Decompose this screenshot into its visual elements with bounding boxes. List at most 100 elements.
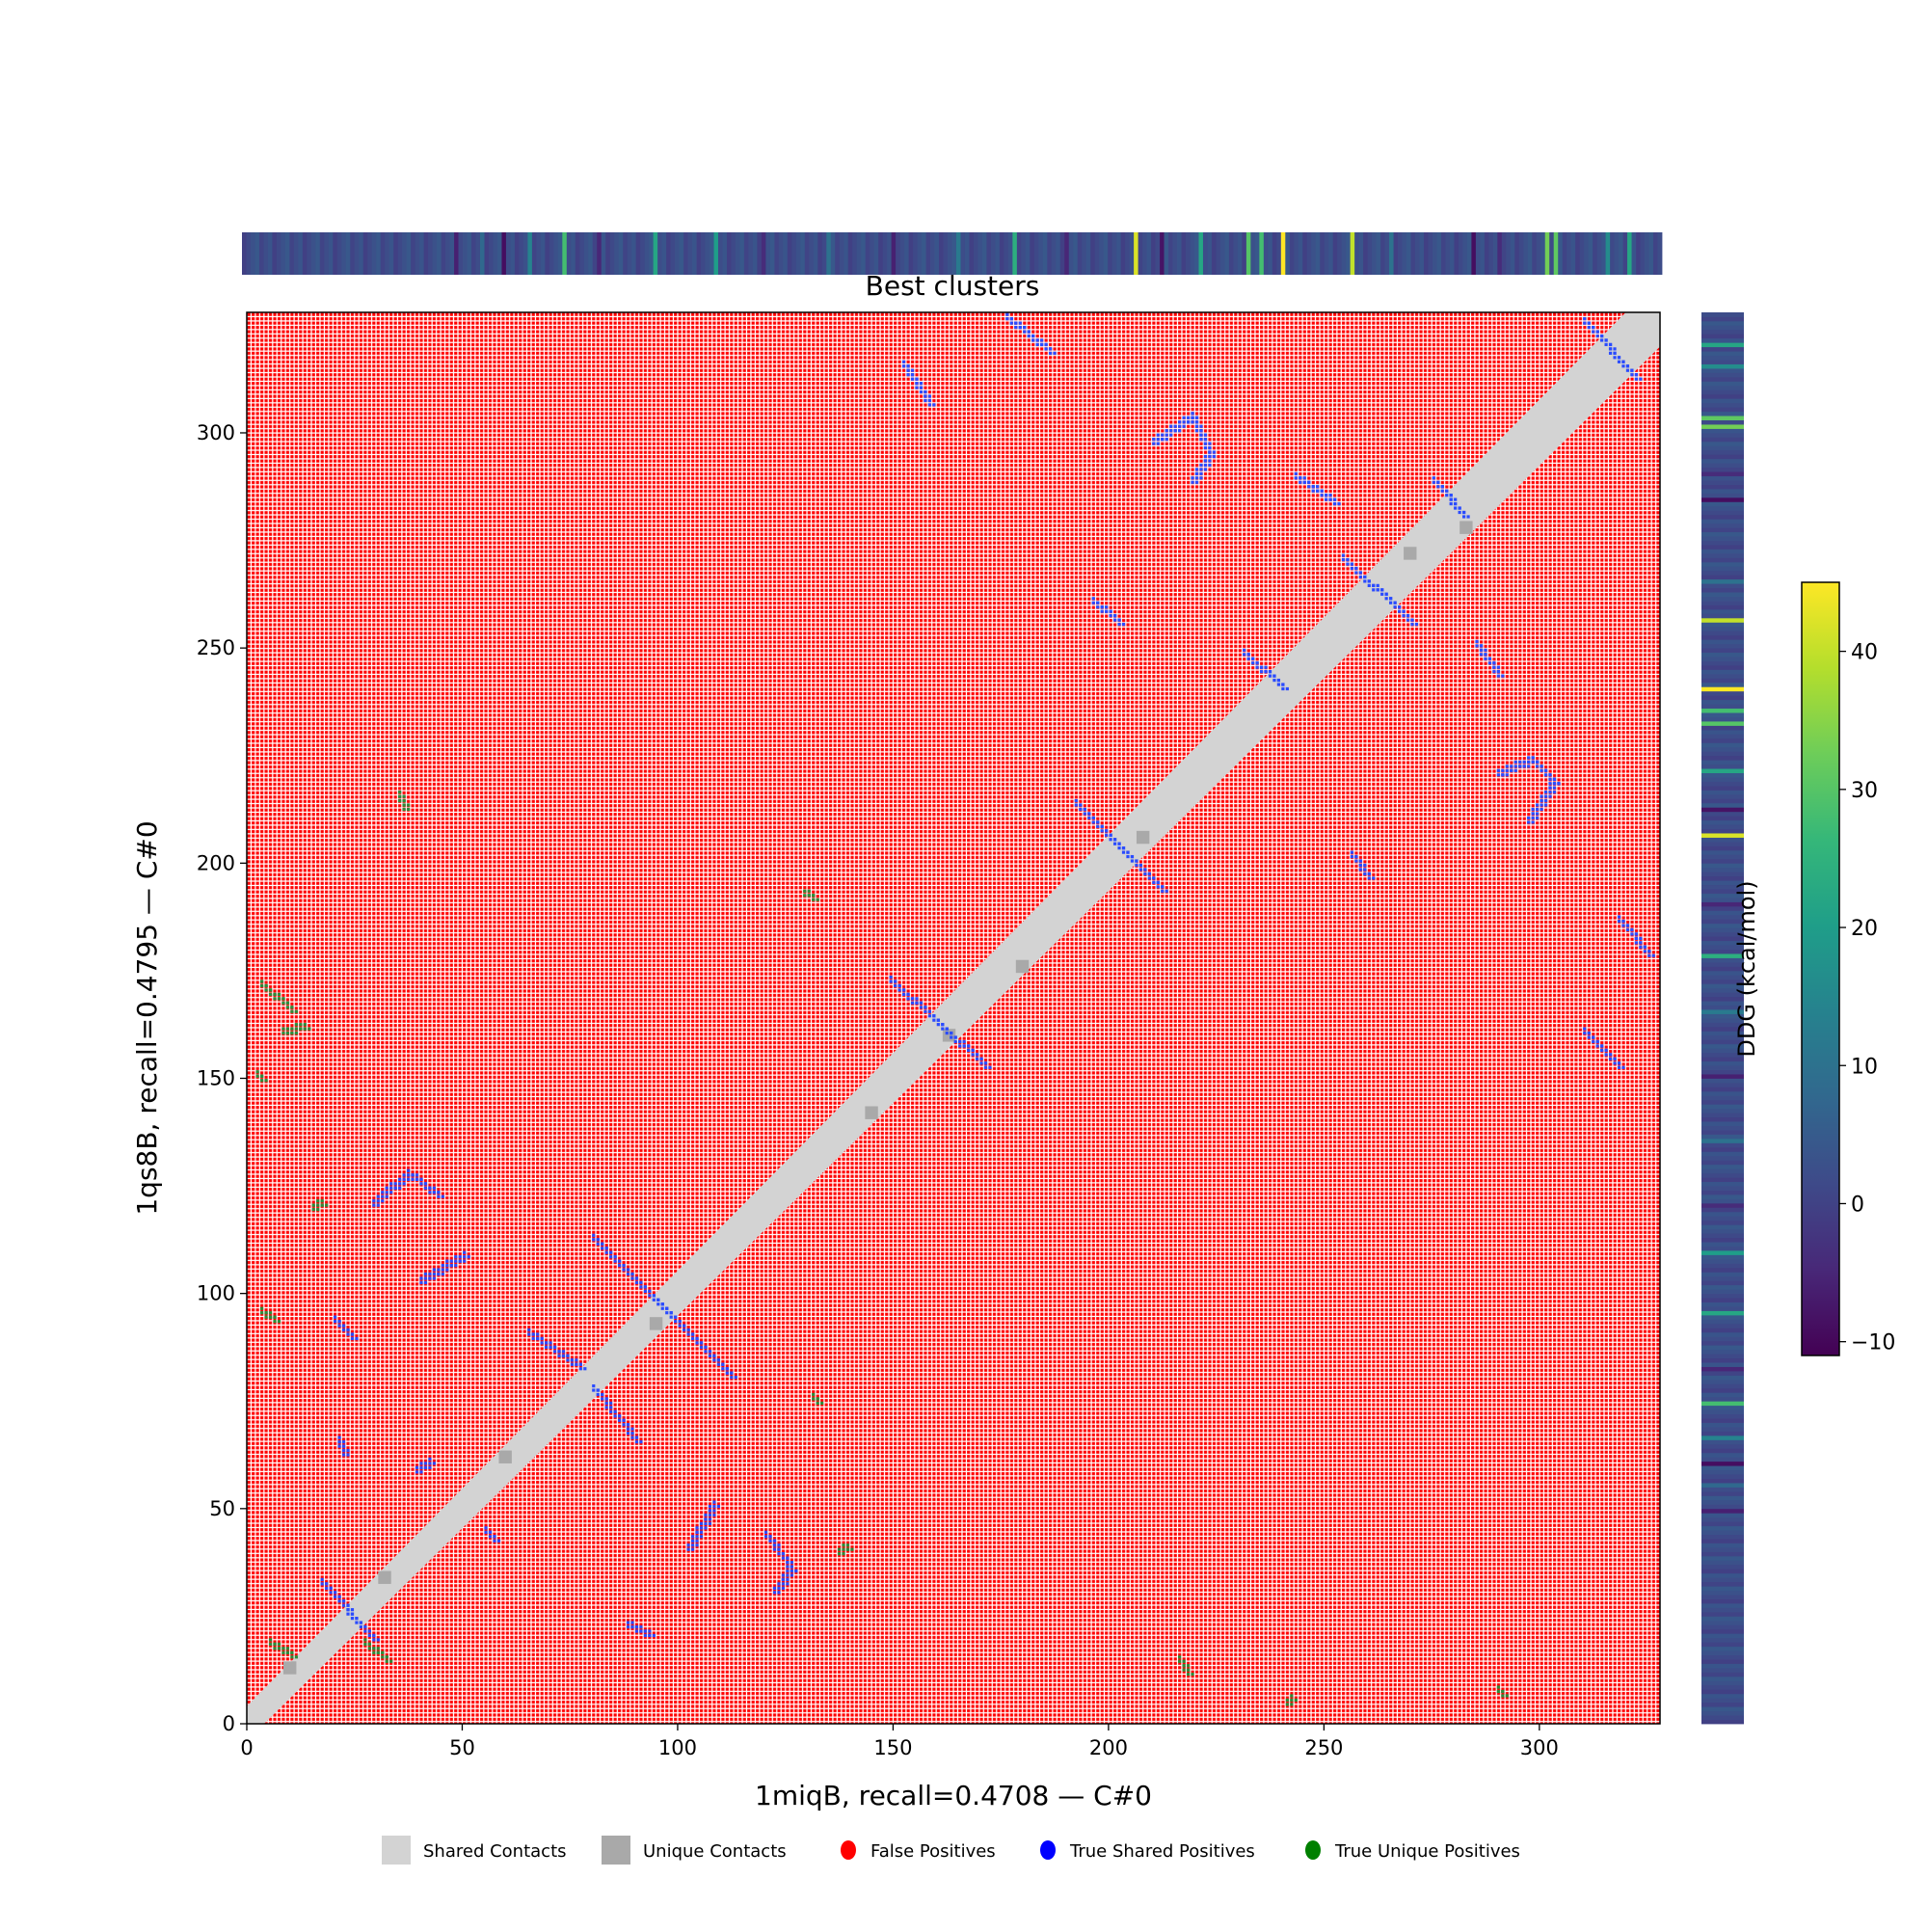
true-shared-positive	[1608, 1057, 1613, 1060]
true-shared-positive	[1372, 583, 1376, 587]
true-shared-positive	[1208, 454, 1212, 459]
true-shared-positive	[901, 360, 906, 363]
true-shared-positive	[1414, 622, 1419, 627]
ddg-right-cell	[1701, 1530, 1744, 1536]
true-shared-positive	[1358, 863, 1362, 868]
ddg-right-cell	[1701, 889, 1744, 894]
ddg-top-cell	[362, 232, 368, 275]
true-shared-positive	[1358, 868, 1362, 872]
true-shared-positive	[1535, 765, 1540, 768]
ddg-top-cell	[549, 232, 554, 275]
true-shared-positive	[1018, 321, 1022, 325]
true-shared-positive	[570, 1358, 575, 1362]
ddg-right-cell	[1701, 1280, 1744, 1286]
true-shared-positive	[376, 1203, 380, 1207]
true-shared-positive	[704, 1513, 708, 1517]
ddg-top-cell	[522, 232, 528, 275]
true-shared-positive	[1264, 670, 1268, 674]
true-shared-positive	[686, 1328, 690, 1332]
true-shared-positive	[643, 1285, 647, 1289]
ddg-right-cell	[1701, 686, 1744, 692]
true-shared-positive	[704, 1517, 708, 1521]
ddg-top-cell	[787, 232, 792, 275]
true-shared-positive	[1044, 347, 1048, 351]
ddg-top-cell	[1384, 232, 1390, 275]
y-tick-label: 150	[197, 1066, 235, 1089]
ddg-top-cell	[922, 232, 926, 275]
ddg-top-cell	[406, 232, 412, 275]
true-shared-positive	[1604, 1053, 1608, 1057]
ddg-top-cell	[1289, 232, 1295, 275]
true-shared-positive	[341, 1324, 346, 1328]
true-shared-positive	[1625, 924, 1630, 927]
ddg-right-cell	[1701, 983, 1744, 989]
ddg-right-cell	[1701, 1095, 1744, 1101]
true-shared-positive	[777, 1586, 781, 1590]
ddg-top-cell	[463, 232, 468, 275]
true-shared-positive	[1272, 674, 1276, 678]
ddg-top-cell	[1216, 232, 1221, 275]
ddg-top-cell	[1085, 232, 1091, 275]
true-shared-positive	[1617, 356, 1621, 360]
true-shared-positive	[1621, 364, 1625, 368]
true-shared-positive	[376, 1638, 380, 1642]
true-shared-positive	[1096, 601, 1100, 604]
ddg-right-cell	[1701, 1405, 1744, 1410]
true-shared-positive	[1608, 342, 1613, 347]
ddg-top-cell	[748, 232, 754, 275]
true-shared-positive	[1091, 597, 1095, 601]
true-shared-positive	[1203, 433, 1208, 437]
true-shared-positive	[1191, 476, 1194, 480]
true-shared-positive	[665, 1311, 669, 1315]
true-shared-positive	[1595, 330, 1599, 334]
ddg-top-cell	[1419, 232, 1425, 275]
true-shared-positive	[1031, 334, 1035, 338]
true-shared-positive	[1634, 377, 1638, 381]
true-shared-positive	[617, 1418, 622, 1422]
ddg-top-cell	[1601, 232, 1607, 275]
ddg-right-cell	[1701, 1628, 1744, 1634]
true-shared-positive	[1246, 657, 1250, 660]
ddg-right-cell	[1701, 1354, 1744, 1359]
ddg-top-cell	[441, 232, 446, 275]
true-shared-positive	[1191, 416, 1194, 419]
ddg-right-cell	[1701, 811, 1744, 817]
true-shared-positive	[1475, 639, 1479, 644]
true-shared-positive	[1505, 768, 1509, 772]
true-shared-positive	[346, 1608, 350, 1612]
true-shared-positive	[337, 1324, 341, 1328]
true-shared-positive	[704, 1526, 708, 1530]
ddg-right-cell	[1701, 463, 1744, 469]
true-shared-positive	[398, 1182, 402, 1186]
true-shared-positive	[531, 1336, 535, 1341]
true-shared-positive	[1135, 859, 1138, 863]
ddg-right-cell	[1701, 1461, 1744, 1466]
ddg-right-cell	[1701, 1108, 1744, 1114]
true-shared-positive	[415, 1177, 419, 1181]
ddg-right-cell	[1701, 501, 1744, 507]
true-shared-positive	[927, 1009, 931, 1013]
x-tick-label: 200	[1089, 1736, 1128, 1759]
true-unique-positive	[812, 1397, 816, 1401]
true-unique-positive	[273, 997, 277, 1001]
true-shared-positive	[419, 1276, 423, 1280]
true-shared-positive	[609, 1401, 613, 1406]
true-shared-positive	[1294, 471, 1298, 475]
true-shared-positive	[609, 1255, 613, 1259]
ddg-right-cell	[1701, 1242, 1744, 1247]
ddg-top-cell	[1099, 232, 1105, 275]
ddg-right-cell	[1701, 755, 1744, 761]
true-shared-positive	[604, 1250, 608, 1254]
true-shared-positive	[695, 1526, 699, 1530]
ddg-top-cell	[627, 232, 632, 275]
ddg-right-cell	[1701, 872, 1744, 877]
ddg-right-cell	[1701, 923, 1744, 928]
true-unique-positive	[1294, 1698, 1298, 1703]
true-shared-positive	[337, 1444, 341, 1448]
true-unique-positive	[290, 1006, 294, 1009]
true-unique-positive	[816, 1397, 819, 1401]
true-shared-positive	[1255, 665, 1259, 669]
true-shared-positive	[1079, 807, 1083, 812]
true-shared-positive	[919, 382, 924, 386]
true-shared-positive	[1492, 665, 1496, 669]
